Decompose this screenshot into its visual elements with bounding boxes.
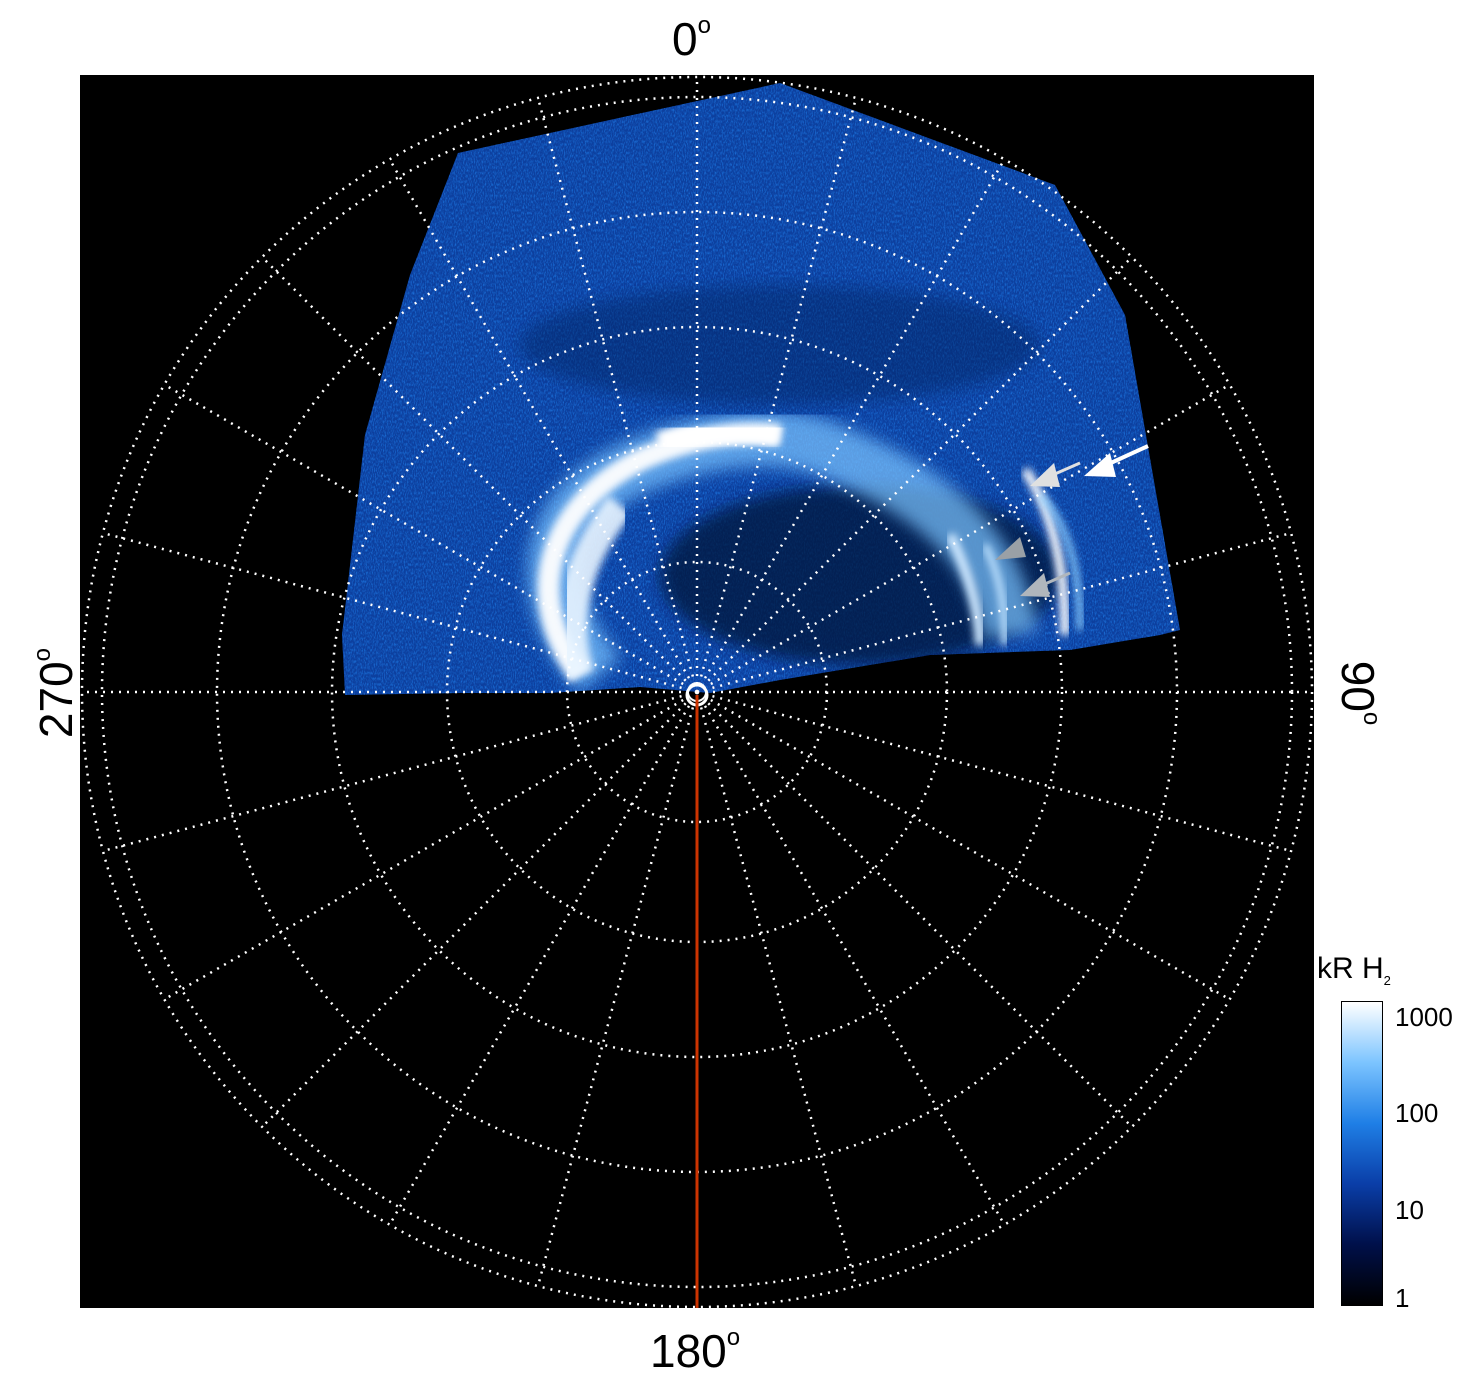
grey-arrow-lower <box>1020 571 1071 597</box>
azimuth-label-0: 0o <box>672 12 711 65</box>
emission-region <box>342 83 1180 695</box>
colorbar-title: kR H2 <box>1317 952 1391 988</box>
polar-auroral-image <box>80 75 1314 1309</box>
annotation-arrows <box>995 444 1149 597</box>
light-grey-arrow <box>1030 461 1081 487</box>
white-arrow <box>1084 444 1149 477</box>
colorbar <box>1341 1001 1383 1306</box>
azimuth-spokes <box>82 77 1312 1287</box>
azimuth-label-270: 270o <box>29 647 82 739</box>
grey-arrow <box>995 537 1026 560</box>
colorbar-tick-1000: 1000 <box>1395 1002 1453 1032</box>
colorbar-tick-100: 100 <box>1395 1098 1439 1128</box>
azimuth-label-180: 180o <box>650 1324 741 1377</box>
colorbar-tick-1: 1 <box>1395 1283 1410 1313</box>
azimuth-label-90: 90o <box>1332 660 1385 726</box>
polar-projection-svg <box>80 75 1314 1309</box>
colorbar-tick-10: 10 <box>1395 1195 1424 1225</box>
